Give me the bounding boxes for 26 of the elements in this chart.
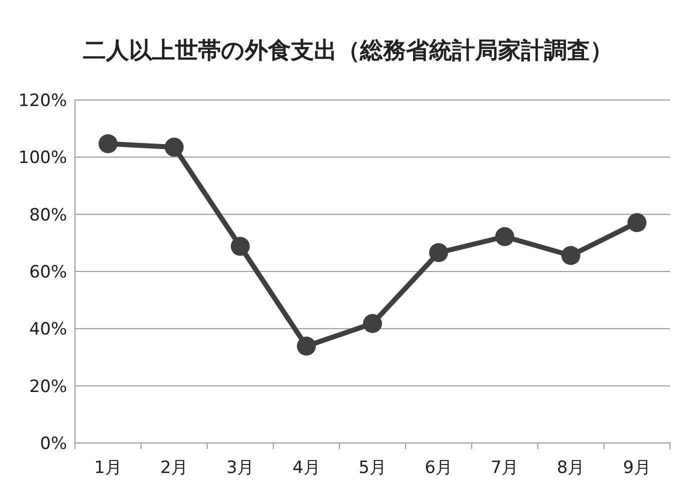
x-tick-label: 6月 <box>424 458 453 478</box>
x-tick-label: 7月 <box>490 458 519 478</box>
point <box>296 336 316 356</box>
point <box>164 138 184 157</box>
point <box>230 236 250 256</box>
point <box>627 213 646 232</box>
point <box>363 314 382 334</box>
point <box>98 134 118 154</box>
x-tick-label: 9月 <box>623 458 651 478</box>
point <box>561 246 580 265</box>
y-tick-label: 100% <box>18 148 67 168</box>
chart-title: 二人以上世帯の外食支出（総務省統計局家計調査） <box>83 37 613 64</box>
y-tick-label: 80% <box>29 205 67 226</box>
x-tick-label: 8月 <box>556 458 585 478</box>
y-tick-label: 40% <box>29 320 67 340</box>
y-tick-label: 120% <box>18 91 67 111</box>
x-tick-label: 5月 <box>358 458 386 478</box>
x-tick-label: 3月 <box>226 458 254 478</box>
point <box>429 243 448 262</box>
point <box>495 227 514 246</box>
x-tick-label: 4月 <box>292 458 320 478</box>
y-tick-label: 60% <box>29 262 67 282</box>
x-tick-label: 1月 <box>94 458 122 478</box>
y-tick-label: 0% <box>40 434 67 454</box>
x-tick-label: 2月 <box>160 458 188 478</box>
y-tick-label: 20% <box>29 376 67 397</box>
